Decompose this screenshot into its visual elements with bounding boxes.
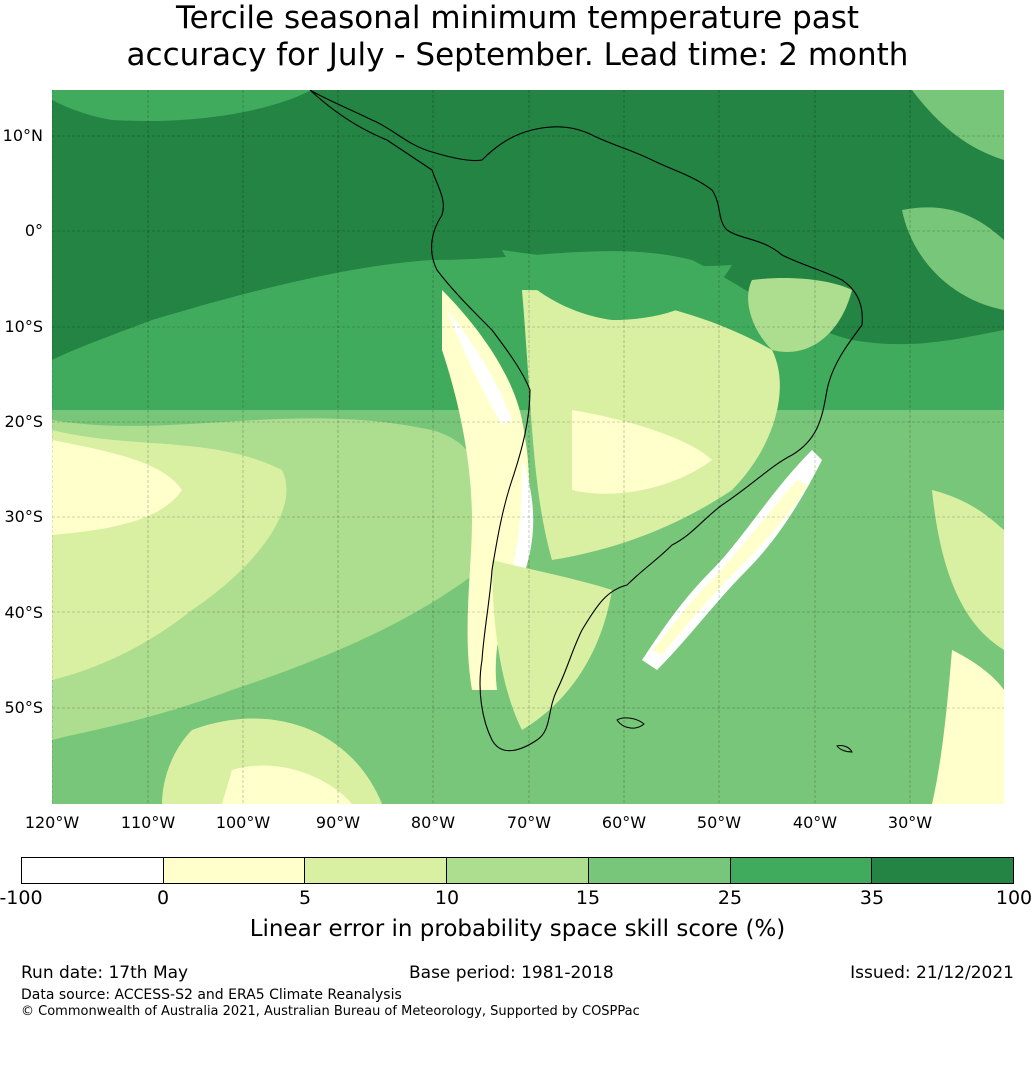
colorbar-segment xyxy=(872,858,1014,883)
lon-label-90w: 90°W xyxy=(315,813,361,832)
lon-label-50w: 50°W xyxy=(696,813,742,832)
colorbar-label: Linear error in probability space skill … xyxy=(249,916,786,942)
run-date: Run date: 17th May xyxy=(21,963,189,983)
lon-label-70w: 70°W xyxy=(506,813,552,832)
base-period: Base period: 1981-2018 xyxy=(409,963,614,983)
atlantic-light-zone xyxy=(700,470,1004,804)
colorbar-segment xyxy=(305,858,448,883)
patagonia-pale-zone xyxy=(492,560,612,730)
andes-white-core xyxy=(512,460,534,580)
lat-label-30s: 30°S xyxy=(4,507,43,526)
amazon-light-zone xyxy=(502,250,732,320)
colorbar-tick: 15 xyxy=(575,887,601,909)
south-tip-pale-zone xyxy=(162,718,382,804)
map-gridlines xyxy=(52,90,1004,804)
colorbar-tick: 35 xyxy=(859,887,885,909)
colorbar-tick: 10 xyxy=(434,887,460,909)
colorbar-segment xyxy=(730,858,873,883)
island-falklands-icon xyxy=(616,717,645,729)
lon-label-30w: 30°W xyxy=(887,813,933,832)
lon-label-110w: 110°W xyxy=(120,813,176,832)
lat-label-0: 0° xyxy=(24,221,43,240)
lon-label-120w: 120°W xyxy=(24,813,80,832)
andes-white-zone xyxy=(447,310,512,425)
data-source: Data source: ACCESS-S2 and ERA5 Climate … xyxy=(21,987,402,1003)
issued-date: Issued: 21/12/2021 xyxy=(850,963,1014,983)
colorbar-tick: 0 xyxy=(156,887,170,909)
atlantic-white-zone xyxy=(932,650,1004,804)
map-title: Tercile seasonal minimum temperature pas… xyxy=(0,0,1035,74)
atlantic-pale-zone xyxy=(932,490,1004,650)
coastal-pale-streak xyxy=(652,480,807,655)
interior-white-zone xyxy=(572,410,712,494)
copyright: © Commonwealth of Australia 2021, Austra… xyxy=(21,1004,640,1019)
title-line-1: Tercile seasonal minimum temperature pas… xyxy=(175,0,860,36)
lat-label-10s: 10°S xyxy=(4,317,43,336)
southern-white-zone xyxy=(52,440,182,535)
colorbar-segment xyxy=(163,858,306,883)
lat-label-40s: 40°S xyxy=(4,603,43,622)
colorbar-tick: -100 xyxy=(0,887,43,909)
lon-label-100w: 100°W xyxy=(215,813,271,832)
colorbar-tick: 25 xyxy=(717,887,743,909)
lon-label-60w: 60°W xyxy=(601,813,647,832)
island-south-georgia-icon xyxy=(836,745,853,753)
title-line-2: accuracy for July - September. Lead time… xyxy=(126,37,909,73)
lon-label-80w: 80°W xyxy=(410,813,456,832)
lat-label-20s: 20°S xyxy=(4,412,43,431)
colorbar-segment xyxy=(588,858,731,883)
east-light-patch xyxy=(902,207,1004,310)
lon-label-40w: 40°W xyxy=(792,813,838,832)
coastline-icon xyxy=(309,90,863,752)
south-tip-white-zone xyxy=(222,765,352,804)
colorbar-tick: 5 xyxy=(298,887,312,909)
colorbar-segment xyxy=(22,858,164,883)
lat-label-10n: 10°N xyxy=(2,126,43,145)
skill-score-map xyxy=(52,90,1004,804)
colorbar-tick: 100 xyxy=(995,887,1033,909)
east-brazil-pale xyxy=(748,278,852,352)
colorbar xyxy=(21,857,1014,884)
northern-light-patch xyxy=(52,90,312,121)
lat-label-50s: 50°S xyxy=(4,698,43,717)
colorbar-segment xyxy=(447,858,589,883)
northeast-light-patch xyxy=(912,90,1004,160)
